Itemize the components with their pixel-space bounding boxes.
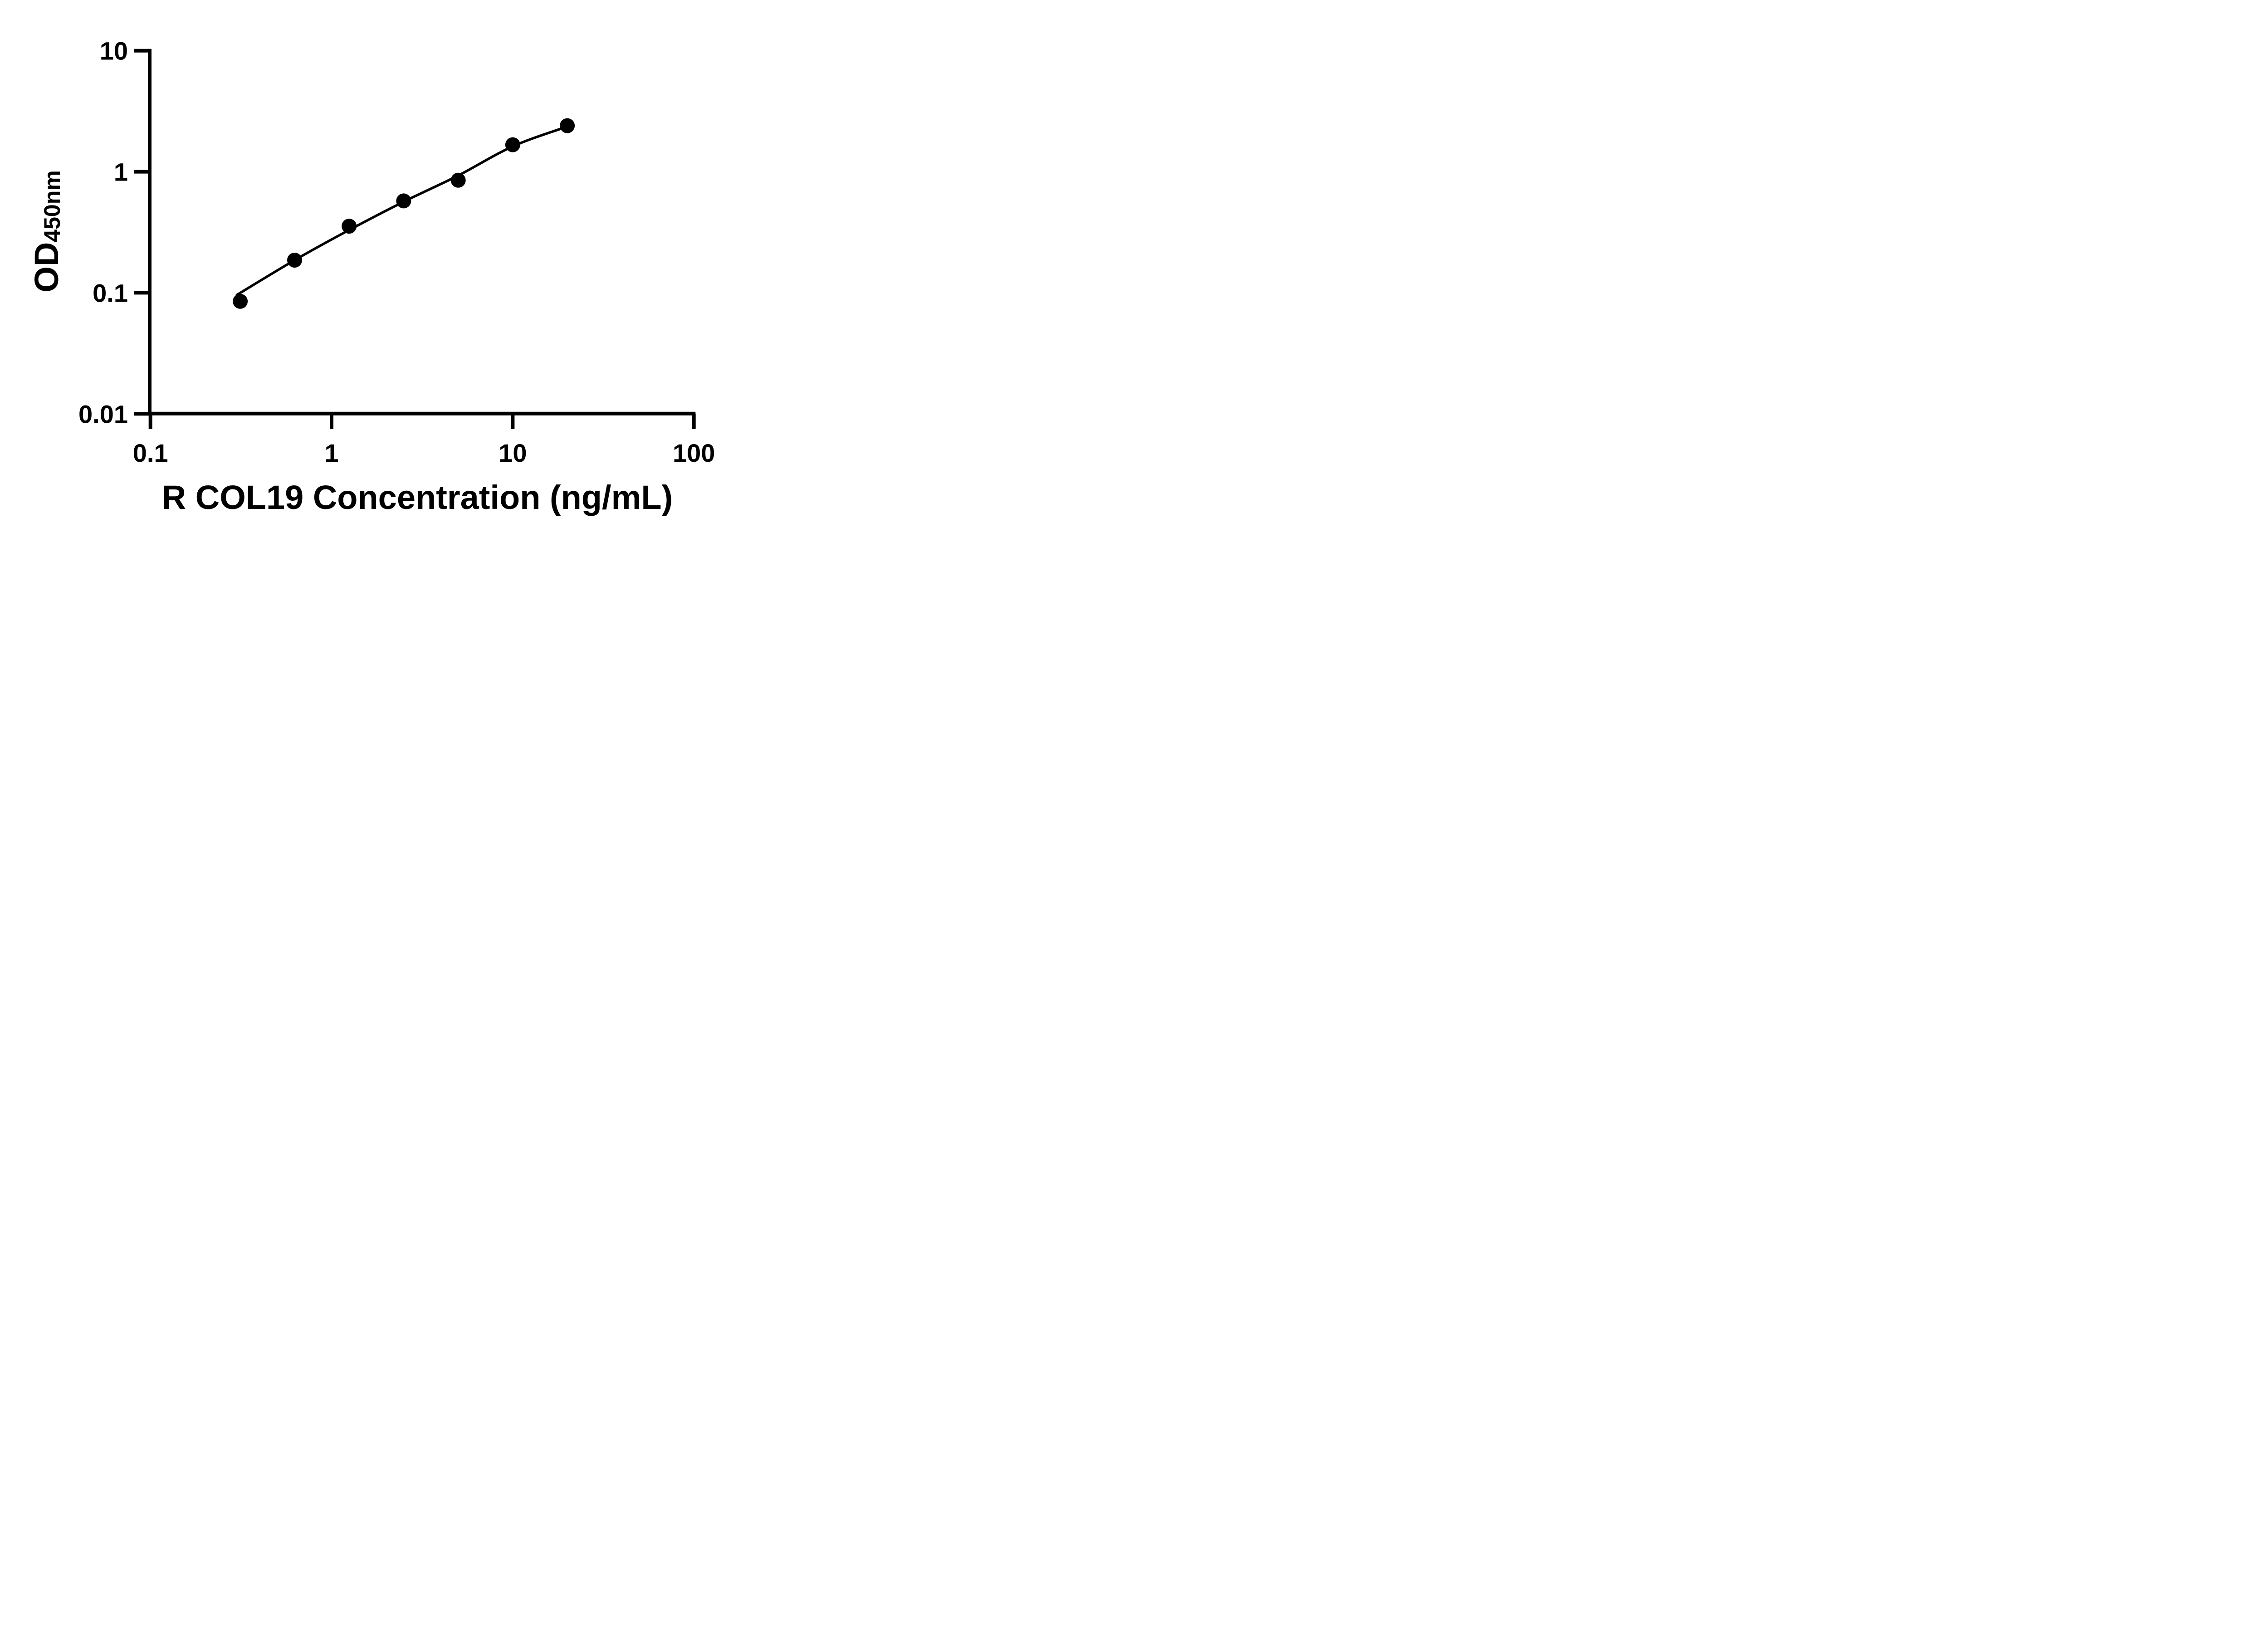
data-point bbox=[560, 118, 575, 133]
data-point bbox=[342, 219, 357, 234]
x-tick-label: 0.1 bbox=[133, 439, 168, 467]
y-tick-label: 1 bbox=[114, 158, 128, 186]
y-axis-title-subscript: 450nm bbox=[39, 170, 65, 242]
x-tick-label: 10 bbox=[499, 439, 527, 467]
y-tick-label: 0.1 bbox=[93, 279, 128, 307]
y-tick-label: 10 bbox=[100, 37, 128, 65]
data-points bbox=[233, 118, 575, 309]
data-point bbox=[287, 253, 302, 268]
axis-lines bbox=[148, 49, 696, 416]
x-axis-title: R COL19 Concentration (ng/mL) bbox=[162, 479, 673, 516]
data-point bbox=[505, 137, 520, 152]
y-axis-tick-labels: 0.01 0.1 1 10 bbox=[78, 37, 128, 429]
y-axis-title: OD450nm bbox=[28, 170, 65, 292]
data-point bbox=[233, 293, 248, 309]
data-point bbox=[450, 172, 466, 188]
y-axis-title-main: OD bbox=[28, 242, 65, 293]
axes bbox=[148, 49, 696, 416]
x-axis-ticks bbox=[148, 413, 696, 429]
x-tick-label: 100 bbox=[673, 439, 715, 467]
fit-curve-line bbox=[235, 125, 569, 296]
elisa-standard-curve-figure: 0.01 0.1 1 10 0.1 1 10 100 R COL19 Concentrati… bbox=[0, 0, 777, 544]
x-axis-tick-labels: 0.1 1 10 100 bbox=[133, 439, 715, 467]
x-tick-label: 1 bbox=[324, 439, 338, 467]
y-axis-ticks bbox=[134, 49, 150, 416]
data-point bbox=[396, 193, 411, 209]
y-tick-label: 0.01 bbox=[78, 400, 128, 428]
